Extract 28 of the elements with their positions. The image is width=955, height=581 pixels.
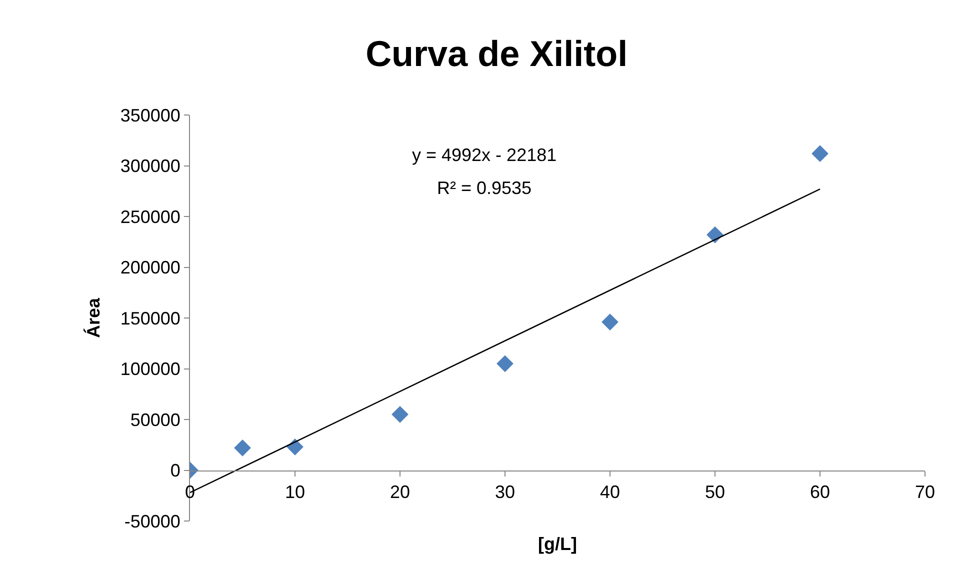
y-tick-label: 100000 (120, 359, 180, 380)
point (234, 439, 251, 456)
annotation: R² = 0.9535 (437, 178, 532, 198)
point (286, 438, 304, 456)
point (602, 314, 618, 331)
x-tick-label: 50 (704, 482, 726, 502)
y-tick-label: 0 (170, 460, 180, 481)
y-tick-label: 200000 (120, 258, 180, 278)
y-tick-label: 350000 (120, 105, 180, 126)
x-tick-label: 0 (184, 482, 196, 502)
x-tick-label: 30 (494, 482, 516, 502)
y-axis-title: Área (84, 297, 104, 338)
y-tick-label: 50000 (130, 410, 180, 430)
chart-title: Curva de Xilitol (366, 32, 628, 74)
y-tick-label: 300000 (120, 156, 180, 176)
y-tick-label: 250000 (120, 206, 180, 227)
annotation: y = 4992x - 22181 (412, 145, 557, 165)
y-tick-label: -50000 (124, 511, 180, 532)
y-tick-label: 150000 (120, 308, 180, 328)
x-tick-label: 70 (914, 482, 936, 502)
point (392, 406, 408, 423)
x-tick-label: 20 (390, 482, 410, 502)
x-tick-label: 60 (810, 482, 830, 502)
point (496, 355, 514, 372)
x-tick-label: 40 (600, 482, 620, 502)
x-tick-label: 10 (284, 482, 306, 502)
x-axis-title: [g/L] (538, 534, 577, 554)
point (812, 145, 828, 162)
